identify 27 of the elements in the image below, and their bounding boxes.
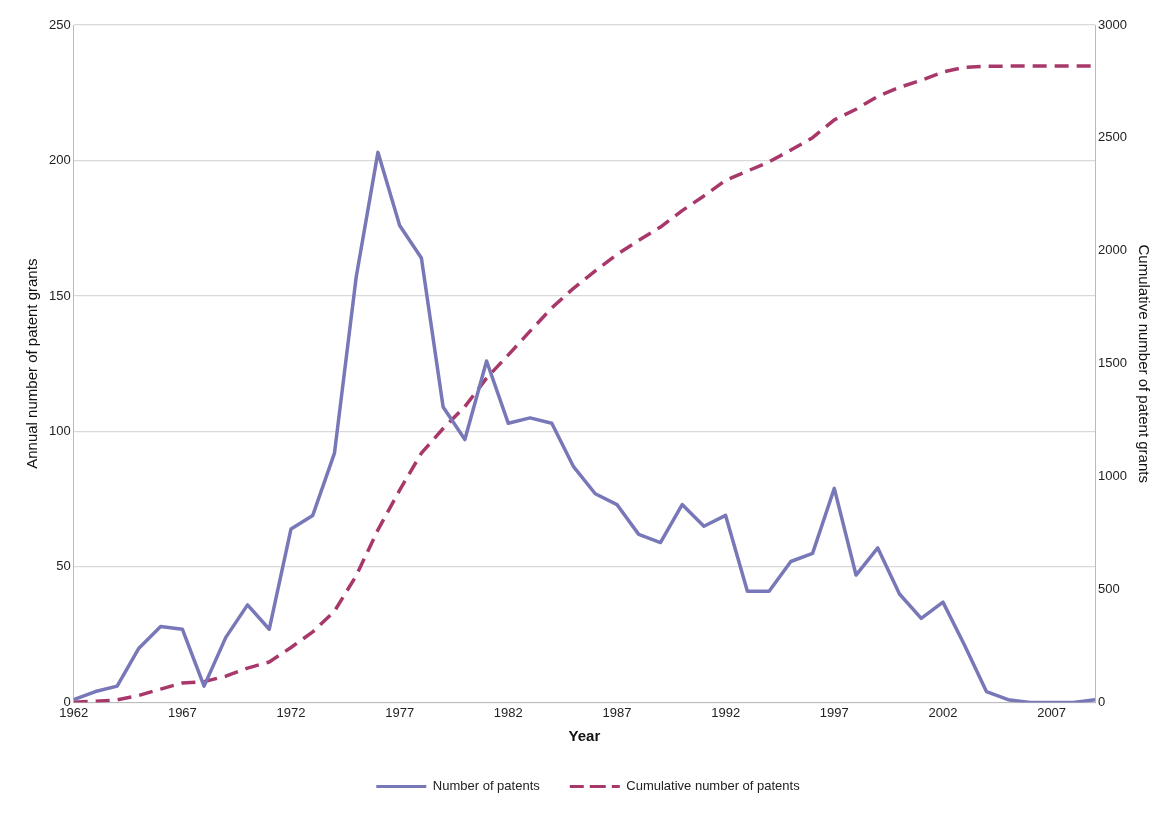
x-tick-label: 1987 <box>602 704 632 720</box>
x-tick-label: 2002 <box>928 704 958 720</box>
x-tick-label: 1972 <box>276 704 306 720</box>
y2-tick-label: 3000 <box>1098 16 1127 32</box>
y2-tick-label: 1000 <box>1098 468 1127 484</box>
y-axis-title: Annual number of patent grants <box>23 258 41 469</box>
y-tick-label: 0 <box>63 693 71 709</box>
y2-axis-title: Cumulative number of patent grants <box>1135 244 1153 483</box>
x-tick-label: 1977 <box>385 704 415 720</box>
legend-label: Number of patents <box>432 778 541 794</box>
y2-tick-label: 2500 <box>1098 129 1127 145</box>
y2-tick-label: 1500 <box>1098 355 1127 371</box>
x-axis-title: Year <box>568 727 601 745</box>
y-tick-label: 250 <box>48 16 71 32</box>
x-tick-label: 1992 <box>711 704 741 720</box>
x-tick-label: 1997 <box>819 704 849 720</box>
y-tick-label: 150 <box>48 287 71 303</box>
y2-tick-label: 2000 <box>1098 242 1127 258</box>
y2-tick-label: 500 <box>1098 581 1120 597</box>
y-tick-label: 100 <box>48 423 71 439</box>
x-tick-label: 1982 <box>493 704 523 720</box>
x-tick-label: 2007 <box>1037 704 1067 720</box>
y-tick-label: 200 <box>48 152 71 168</box>
y-tick-label: 50 <box>56 558 71 574</box>
x-tick-label: 1967 <box>167 704 197 720</box>
legend-label: Cumulative number of patents <box>626 778 801 794</box>
y2-tick-label: 0 <box>1098 693 1106 709</box>
